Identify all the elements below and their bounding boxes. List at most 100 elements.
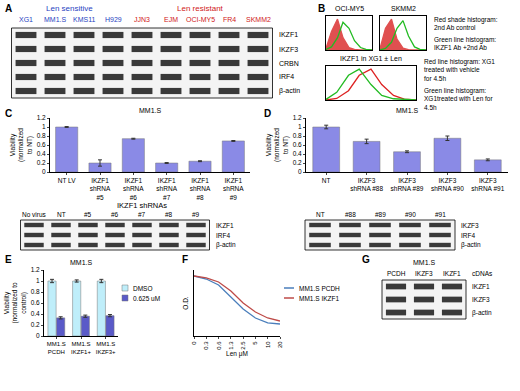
- svg-text:PCDH: PCDH: [387, 270, 406, 277]
- svg-text:MM1.S: MM1.S: [139, 107, 162, 114]
- svg-text:Viability(normalized tocontrol: Viability(normalized tocontrol): [3, 282, 28, 324]
- svg-text:0.3: 0.3: [203, 341, 209, 350]
- svg-text:2.5: 2.5: [240, 341, 246, 350]
- svg-text:MM1.S PCDH: MM1.S PCDH: [299, 285, 340, 292]
- svg-text:0: 0: [36, 332, 40, 339]
- svg-text:IKZF1shRNA#7: IKZF1shRNA#7: [156, 177, 177, 201]
- svg-text:#88: #88: [345, 211, 356, 218]
- svg-text:IKZF3: IKZF3: [415, 270, 433, 277]
- svg-text:#5: #5: [84, 211, 92, 218]
- svg-text:IKZF3shRNA #91: IKZF3shRNA #91: [471, 177, 504, 192]
- svg-text:20: 20: [277, 341, 283, 348]
- svg-text:1.3: 1.3: [228, 341, 234, 350]
- svg-text:cDNAs: cDNAs: [472, 270, 493, 277]
- svg-text:DMSO: DMSO: [133, 285, 153, 292]
- svg-text:IRF4: IRF4: [461, 232, 475, 239]
- svg-text:IKZF1 in XG1 ± Len: IKZF1 in XG1 ± Len: [340, 55, 402, 62]
- svg-text:IRF4: IRF4: [216, 232, 230, 239]
- svg-text:IKZF1shRNA#5: IKZF1shRNA#5: [90, 177, 111, 201]
- svg-text:1: 1: [42, 123, 46, 130]
- svg-text:IKZF3: IKZF3: [279, 46, 298, 53]
- svg-text:0.6: 0.6: [37, 141, 46, 148]
- svg-text:IKZF3: IKZF3: [472, 296, 490, 303]
- svg-text:SKMM2: SKMM2: [246, 16, 271, 23]
- svg-text:#90: #90: [405, 211, 416, 218]
- svg-text:MM1.SPCDH: MM1.SPCDH: [47, 341, 66, 355]
- svg-text:IKZF1shRNA#9: IKZF1shRNA#9: [223, 177, 244, 201]
- svg-text:Green line histogram:XG1treate: Green line histogram:XG1treated with Len…: [424, 87, 493, 111]
- svg-text:#8: #8: [165, 211, 173, 218]
- svg-text:MM1.S: MM1.S: [70, 259, 93, 266]
- svg-text:#9: #9: [192, 211, 200, 218]
- svg-text:IKZF1: IKZF1: [216, 222, 234, 229]
- svg-text:β-actin: β-actin: [279, 87, 300, 95]
- svg-text:NT LV: NT LV: [58, 177, 76, 184]
- svg-text:1: 1: [36, 277, 40, 284]
- svg-text:IKZF1shRNA#8: IKZF1shRNA#8: [190, 177, 211, 201]
- svg-text:IKZF1: IKZF1: [443, 270, 461, 277]
- svg-text:#91: #91: [435, 211, 446, 218]
- svg-text:IKZF3shRNA #90: IKZF3shRNA #90: [431, 177, 464, 192]
- svg-text:F: F: [182, 254, 188, 265]
- svg-text:0: 0: [191, 341, 197, 345]
- svg-text:IRF4: IRF4: [279, 73, 294, 80]
- svg-text:1.2: 1.2: [31, 266, 40, 273]
- svg-text:NT: NT: [322, 177, 331, 184]
- svg-text:Len μM: Len μM: [226, 350, 248, 358]
- svg-text:Len resistant: Len resistant: [177, 4, 224, 13]
- svg-text:β-actin: β-actin: [472, 309, 492, 317]
- svg-text:EJM: EJM: [164, 16, 178, 23]
- svg-text:1.2: 1.2: [37, 114, 46, 121]
- svg-text:0.8: 0.8: [31, 288, 40, 295]
- svg-text:MM1.SIKZF1+: MM1.SIKZF1+: [71, 341, 91, 355]
- svg-text:KMS11: KMS11: [73, 16, 96, 23]
- svg-text:β-actin: β-actin: [216, 241, 236, 249]
- svg-text:Viability(normalizedto NT): Viability(normalizedto NT): [265, 128, 290, 162]
- svg-text:NT: NT: [316, 211, 325, 218]
- svg-text:Green line histogram:IKZF1 Ab: Green line histogram:IKZF1 Ab +2nd Ab: [434, 36, 496, 51]
- svg-text:0.6: 0.6: [293, 141, 302, 148]
- svg-text:MM1.S: MM1.S: [413, 259, 436, 266]
- svg-text:MM1.S: MM1.S: [44, 16, 67, 23]
- svg-text:Len sensitive: Len sensitive: [46, 4, 93, 13]
- svg-text:0.2: 0.2: [31, 321, 40, 328]
- svg-text:NT: NT: [57, 211, 66, 218]
- svg-text:B: B: [318, 3, 325, 14]
- svg-text:0.8: 0.8: [37, 132, 46, 139]
- svg-text:#89: #89: [375, 211, 386, 218]
- svg-text:MM1.S IKZF1: MM1.S IKZF1: [299, 295, 339, 302]
- svg-text:0.4: 0.4: [31, 310, 40, 317]
- svg-text:#6: #6: [111, 211, 119, 218]
- svg-text:0.6: 0.6: [216, 341, 222, 350]
- svg-text:1: 1: [298, 123, 302, 130]
- svg-text:0.2: 0.2: [37, 159, 46, 166]
- svg-text:IKZF1: IKZF1: [279, 31, 298, 38]
- svg-text:IKZF3shRNA #88: IKZF3shRNA #88: [350, 177, 383, 192]
- svg-text:IKZF3shRNA #89: IKZF3shRNA #89: [391, 177, 424, 192]
- svg-text:IKZF1shRNA#6: IKZF1shRNA#6: [123, 177, 144, 201]
- svg-text:H929: H929: [105, 16, 122, 23]
- svg-text:MM1.SIKZF3+: MM1.SIKZF3+: [96, 341, 116, 355]
- svg-text:0.2: 0.2: [293, 159, 302, 166]
- svg-text:0.6: 0.6: [31, 299, 40, 306]
- svg-text:#7: #7: [138, 211, 146, 218]
- svg-text:CRBN: CRBN: [279, 60, 299, 67]
- svg-text:SKMM2: SKMM2: [391, 5, 416, 12]
- svg-text:E: E: [5, 254, 12, 265]
- svg-text:OCI-MY5: OCI-MY5: [186, 16, 215, 23]
- svg-text:Red shade histogram:2nd Ab con: Red shade histogram:2nd Ab control: [434, 16, 498, 31]
- svg-text:G: G: [362, 254, 370, 265]
- svg-text:0: 0: [298, 168, 302, 175]
- svg-text:IKZF1: IKZF1: [472, 283, 490, 290]
- svg-text:OCI-MY5: OCI-MY5: [335, 5, 364, 12]
- svg-text:β-actin: β-actin: [461, 241, 481, 249]
- svg-text:5: 5: [252, 341, 258, 345]
- svg-text:Viability(normalizedto NT): Viability(normalizedto NT): [9, 128, 34, 162]
- svg-text:0.8: 0.8: [293, 132, 302, 139]
- svg-text:No virus: No virus: [22, 211, 47, 218]
- svg-text:JJN3: JJN3: [134, 16, 150, 23]
- svg-text:FR4: FR4: [223, 16, 236, 23]
- svg-text:IKZF3: IKZF3: [461, 222, 479, 229]
- svg-text:IKZF1 shRNAs: IKZF1 shRNAs: [117, 201, 167, 210]
- svg-text:A: A: [5, 3, 12, 14]
